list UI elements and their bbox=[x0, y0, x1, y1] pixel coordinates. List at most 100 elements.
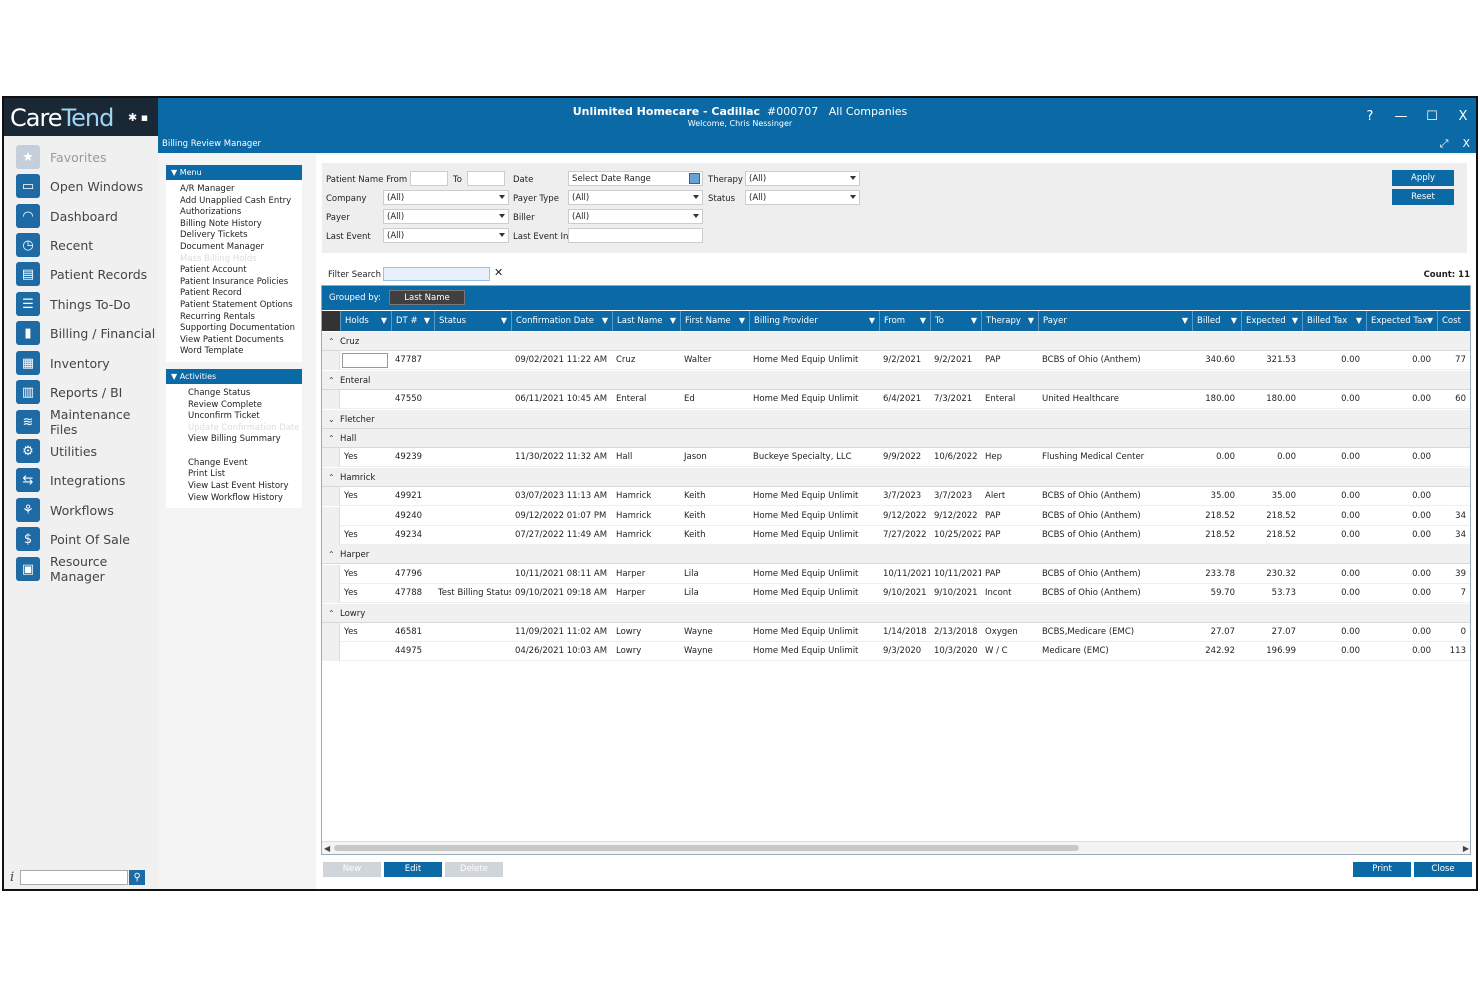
help-icon[interactable]: ? bbox=[1366, 109, 1374, 124]
status-select[interactable]: (All) bbox=[745, 190, 860, 205]
table-row[interactable]: Yes 49239 11/30/2022 11:32 AM Hall Jason Buck… bbox=[322, 448, 1470, 468]
filter-icon[interactable]: ▼ bbox=[500, 316, 507, 325]
filter-icon[interactable]: ▼ bbox=[423, 316, 430, 325]
menu-item[interactable]: Delivery Tickets bbox=[180, 230, 248, 241]
group-row-hamrick[interactable]: ⌃ Hamrick bbox=[322, 467, 1470, 487]
sidebar-item-billing-financial[interactable]: ▮ Billing / Financial bbox=[16, 320, 155, 346]
menu-item[interactable]: Unconfirm Ticket bbox=[188, 411, 260, 422]
menu-item[interactable]: Patient Record bbox=[180, 288, 242, 299]
filter-icon[interactable]: ▼ bbox=[1291, 316, 1298, 325]
chevron-up-icon[interactable]: ⌃ bbox=[328, 375, 335, 385]
sidebar-item-open-windows[interactable]: ▭ Open Windows bbox=[16, 173, 143, 199]
chevron-up-icon[interactable]: ⌃ bbox=[328, 550, 335, 560]
menu-item[interactable]: Patient Statement Options bbox=[180, 299, 293, 310]
column-header-expected-tax[interactable]: Expected Tax ▼ bbox=[1366, 311, 1437, 331]
scroll-thumb[interactable] bbox=[334, 845, 1079, 851]
menu-item[interactable]: Authorizations bbox=[180, 207, 242, 218]
group-chip-last-name[interactable]: Last Name bbox=[389, 290, 465, 305]
column-header-billing-provider[interactable]: Billing Provider ▼ bbox=[749, 311, 879, 331]
holds-edit-cell[interactable] bbox=[342, 353, 388, 369]
column-header-expected[interactable]: Expected ▼ bbox=[1241, 311, 1302, 331]
sidebar-item-recent[interactable]: ◷ Recent bbox=[16, 232, 93, 258]
last-event-select[interactable]: (All) bbox=[383, 228, 509, 243]
column-header-holds[interactable]: Holds ▼ bbox=[340, 311, 391, 331]
nav-search-input[interactable] bbox=[20, 870, 129, 885]
row-selector[interactable] bbox=[322, 526, 340, 545]
menu-item[interactable]: Document Manager bbox=[180, 241, 264, 252]
group-row-harper[interactable]: ⌃ Harper bbox=[322, 545, 1470, 565]
sidebar-item-workflows[interactable]: ⚘ Workflows bbox=[16, 497, 114, 523]
menu-item[interactable]: Patient Account bbox=[180, 265, 247, 276]
column-header-from[interactable]: From ▼ bbox=[879, 311, 930, 331]
filter-icon[interactable]: ▼ bbox=[1027, 316, 1034, 325]
chevron-up-icon[interactable]: ⌃ bbox=[328, 608, 335, 618]
menu-item[interactable]: Add Unapplied Cash Entry bbox=[180, 195, 292, 206]
menu-item[interactable]: View Billing Summary bbox=[188, 434, 281, 445]
scroll-right-icon[interactable]: ▶ bbox=[1462, 844, 1469, 853]
minimize-icon[interactable]: — bbox=[1394, 109, 1408, 124]
filter-icon[interactable]: ▼ bbox=[738, 316, 745, 325]
row-selector[interactable] bbox=[322, 642, 340, 662]
row-selector[interactable] bbox=[322, 564, 340, 584]
menu-item[interactable]: Recurring Rentals bbox=[180, 311, 255, 322]
chevron-up-icon[interactable]: ⌃ bbox=[328, 337, 335, 346]
menu-item[interactable]: View Last Event History bbox=[188, 481, 289, 492]
column-header-billed[interactable]: Billed ▼ bbox=[1192, 311, 1241, 331]
table-row[interactable]: 49240 09/12/2022 01:07 PM Hamrick Keith Home… bbox=[322, 506, 1470, 526]
column-header-first-name[interactable]: First Name ▼ bbox=[680, 311, 749, 331]
clear-search-icon[interactable]: ✕ bbox=[494, 266, 504, 279]
column-header-to[interactable]: To ▼ bbox=[930, 311, 981, 331]
menu-item[interactable]: Review Complete bbox=[188, 399, 262, 410]
menu-item[interactable]: Print List bbox=[188, 469, 226, 480]
table-row[interactable]: 44975 04/26/2021 10:03 AM Lowry Wayne Home M… bbox=[322, 642, 1470, 662]
search-icon[interactable]: ⚲ bbox=[129, 870, 146, 885]
last-event-in-input[interactable] bbox=[568, 228, 703, 243]
settings-icon[interactable]: ✱ ▪ bbox=[128, 111, 149, 124]
table-row[interactable]: Yes 49234 07/27/2022 11:49 AM Hamrick Keith H… bbox=[322, 526, 1470, 545]
column-header-cost[interactable]: Cost bbox=[1437, 311, 1470, 331]
filter-icon[interactable]: ▼ bbox=[669, 316, 676, 325]
calendar-icon[interactable] bbox=[689, 173, 700, 184]
filter-icon[interactable]: ▼ bbox=[1181, 316, 1188, 325]
filter-icon[interactable]: ▼ bbox=[919, 316, 926, 325]
filter-icon[interactable]: ▼ bbox=[601, 316, 608, 325]
group-row-fletcher[interactable]: ⌄ Fletcher bbox=[322, 409, 1470, 429]
table-row[interactable]: Yes 47796 10/11/2021 08:11 AM Harper Lila Hom… bbox=[322, 564, 1470, 584]
maximize-icon[interactable]: ☐ bbox=[1426, 109, 1438, 124]
chevron-down-icon[interactable]: ⌄ bbox=[328, 414, 335, 424]
sidebar-item-maintenance-files[interactable]: ≋ Maintenance Files bbox=[16, 407, 158, 437]
row-selector-header[interactable] bbox=[322, 311, 340, 331]
table-row[interactable]: Yes 47788 Test Billing Status 09/10/2021 09… bbox=[322, 584, 1470, 604]
therapy-select[interactable]: (All) bbox=[745, 171, 860, 186]
menu-item[interactable]: Supporting Documentation bbox=[180, 323, 295, 334]
menu-item[interactable]: View Patient Documents bbox=[180, 334, 284, 345]
menu-item[interactable]: Change Event bbox=[188, 457, 248, 468]
menu-item[interactable]: View Workflow History bbox=[188, 492, 283, 503]
date-range-input[interactable]: Select Date Range bbox=[568, 171, 703, 186]
close-icon[interactable]: X bbox=[1458, 109, 1468, 124]
column-header-billed-tax[interactable]: Billed Tax ▼ bbox=[1302, 311, 1366, 331]
patient-name-to-input[interactable] bbox=[467, 171, 505, 186]
sidebar-item-reports-bi[interactable]: ▥ Reports / BI bbox=[16, 379, 122, 405]
expand-icon[interactable]: ⤢ bbox=[1439, 137, 1449, 150]
sidebar-item-utilities[interactable]: ⚙ Utilities bbox=[16, 438, 97, 464]
row-selector[interactable] bbox=[322, 584, 340, 604]
edit-button[interactable]: Edit bbox=[384, 862, 442, 877]
group-row-lowry[interactable]: ⌃ Lowry bbox=[322, 603, 1470, 623]
column-header-payer[interactable]: Payer ▼ bbox=[1038, 311, 1192, 331]
sidebar-item-favorites[interactable]: ★ Favorites bbox=[16, 144, 106, 170]
payer-select[interactable]: (All) bbox=[383, 209, 509, 224]
filter-icon[interactable]: ▼ bbox=[970, 316, 977, 325]
menu-item[interactable]: Billing Note History bbox=[180, 218, 262, 229]
row-selector[interactable] bbox=[322, 390, 340, 410]
menu-item[interactable]: Patient Insurance Policies bbox=[180, 276, 289, 287]
sidebar-item-patient-records[interactable]: ▤ Patient Records bbox=[16, 261, 147, 287]
close-button[interactable]: Close bbox=[1414, 862, 1472, 877]
row-selector[interactable] bbox=[322, 351, 340, 371]
filter-icon[interactable]: ▼ bbox=[380, 316, 387, 325]
sidebar-item-things-to-do[interactable]: ☰ Things To-Do bbox=[16, 291, 131, 317]
reset-button[interactable]: Reset bbox=[1392, 189, 1454, 205]
column-header-status[interactable]: Status ▼ bbox=[434, 311, 511, 331]
activities-header[interactable]: ▼ Activities bbox=[166, 368, 302, 384]
table-row[interactable]: Yes 46581 11/09/2021 11:02 AM Lowry Wayne Hom… bbox=[322, 623, 1470, 642]
